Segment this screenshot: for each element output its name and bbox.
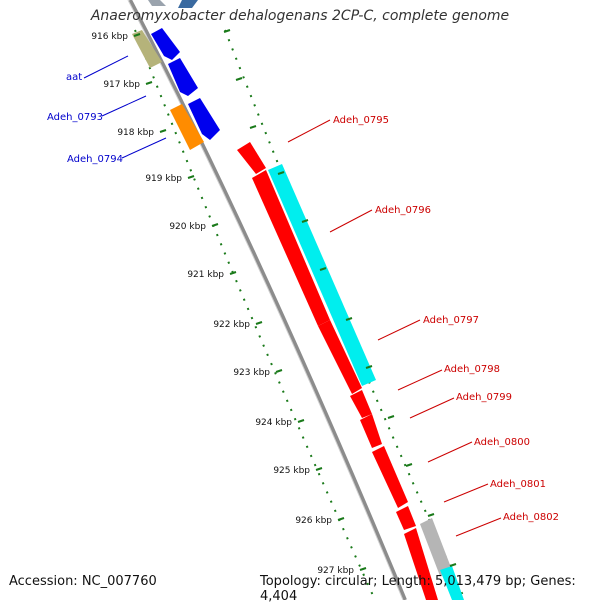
tick-mark-outer <box>319 267 327 271</box>
tick-label: 916 kbp <box>91 32 128 42</box>
tick-mark <box>229 271 237 275</box>
gene-reverse-red-7[interactable] <box>396 506 416 530</box>
tick-label: 918 kbp <box>117 128 154 138</box>
gene-label-connector <box>377 319 421 341</box>
gene-label-left[interactable]: Adeh_0793 <box>47 112 103 123</box>
tick-mark <box>359 567 367 571</box>
tick-label: 919 kbp <box>145 174 182 184</box>
tick-mark-outer <box>345 317 353 321</box>
gene-reverse-red-2[interactable] <box>252 170 330 326</box>
gene-label-right[interactable]: Adeh_0795 <box>333 115 389 126</box>
gene-label-left[interactable]: aat <box>66 72 82 83</box>
gene-label-connector <box>101 95 147 117</box>
tick-mark <box>297 419 305 423</box>
tick-label: 920 kbp <box>169 222 206 232</box>
gene-forward-blue-3[interactable] <box>188 98 220 140</box>
gene-label-connector <box>83 55 129 79</box>
tick-mark <box>255 321 263 325</box>
gene-forward-blue-2[interactable] <box>168 58 198 96</box>
tick-mark <box>275 369 283 373</box>
tick-mark-outer <box>387 415 395 419</box>
gene-reverse-red-8[interactable] <box>404 528 438 600</box>
tick-mark <box>315 467 323 471</box>
tick-mark-outer <box>365 365 373 369</box>
tick-mark-outer <box>249 125 257 129</box>
gene-label-connector <box>427 441 473 463</box>
tick-group: 916 kbp 917 kbp 918 kbp 919 kbp 920 kbp 921 k… <box>91 29 457 576</box>
tick-mark-outer <box>223 29 231 33</box>
tick-label: 926 kbp <box>295 516 332 526</box>
gene-forward-blue-1[interactable] <box>151 28 180 60</box>
map-title: Anaeromyxobacter dehalogenans 2CP-C, com… <box>90 8 510 24</box>
tick-mark <box>211 223 219 227</box>
tick-mark-outer <box>277 171 285 175</box>
gene-trna-orange[interactable] <box>170 104 204 150</box>
gene-labels-right: Adeh_0795 Adeh_0796 Adeh_0797 Adeh_0798 Adeh… <box>287 115 559 537</box>
tick-mark-outer <box>235 77 243 81</box>
gene-reverse-red-1[interactable] <box>237 142 266 174</box>
tick-label: 921 kbp <box>187 270 224 280</box>
gene-label-right[interactable]: Adeh_0798 <box>444 364 500 375</box>
gene-reverse-red-6[interactable] <box>372 446 408 508</box>
gene-label-connector <box>397 369 443 391</box>
tick-mark <box>159 129 167 133</box>
gene-reverse-red-5[interactable] <box>360 414 382 448</box>
gene-label-right[interactable]: Adeh_0797 <box>423 315 479 326</box>
gene-label-connector <box>121 137 167 159</box>
gene-label-right[interactable]: Adeh_0799 <box>456 392 512 403</box>
tick-label: 923 kbp <box>233 368 270 378</box>
gene-label-right[interactable]: Adeh_0800 <box>474 437 530 448</box>
gene-label-right[interactable]: Adeh_0802 <box>503 512 559 523</box>
tick-mark <box>187 175 195 179</box>
gene-reverse-red-3[interactable] <box>318 320 362 394</box>
tick-mark <box>133 33 141 37</box>
genome-backbone-highlight <box>127 0 404 600</box>
gene-label-connector <box>409 397 455 419</box>
gene-label-connector <box>329 209 373 233</box>
tick-label: 927 kbp <box>317 566 354 576</box>
tick-label: 925 kbp <box>273 466 310 476</box>
tick-label: 917 kbp <box>103 80 140 90</box>
gene-rna-cyan[interactable] <box>268 164 376 386</box>
tick-label: 924 kbp <box>255 418 292 428</box>
gene-label-right[interactable]: Adeh_0796 <box>375 205 431 216</box>
tick-mark-outer <box>449 563 457 567</box>
genome-backbone <box>128 0 407 600</box>
tick-mark <box>145 81 153 85</box>
gene-label-connector <box>455 517 502 537</box>
gene-top-partial-blue[interactable] <box>178 0 198 8</box>
gene-label-left[interactable]: Adeh_0794 <box>67 154 123 165</box>
gene-rna-cyan-2[interactable] <box>440 566 464 600</box>
tick-mark-outer <box>427 513 435 517</box>
gene-pseudo-tan[interactable] <box>132 30 162 68</box>
gene-reverse-red-4[interactable] <box>350 390 372 418</box>
accession-text: Accession: NC_007760 <box>9 574 157 589</box>
gene-label-connector <box>443 483 489 503</box>
gene-label-right[interactable]: Adeh_0801 <box>490 479 546 490</box>
tick-mark-outer <box>405 463 413 467</box>
gene-label-connector <box>287 119 331 143</box>
tick-mark <box>337 517 345 521</box>
gene-labels-left: aat Adeh_0793 Adeh_0794 <box>47 55 167 165</box>
gene-top-partial-grey[interactable] <box>148 0 166 6</box>
tick-mark-outer <box>301 219 309 223</box>
gene-other-grey[interactable] <box>420 518 452 576</box>
tick-label: 922 kbp <box>213 320 250 330</box>
